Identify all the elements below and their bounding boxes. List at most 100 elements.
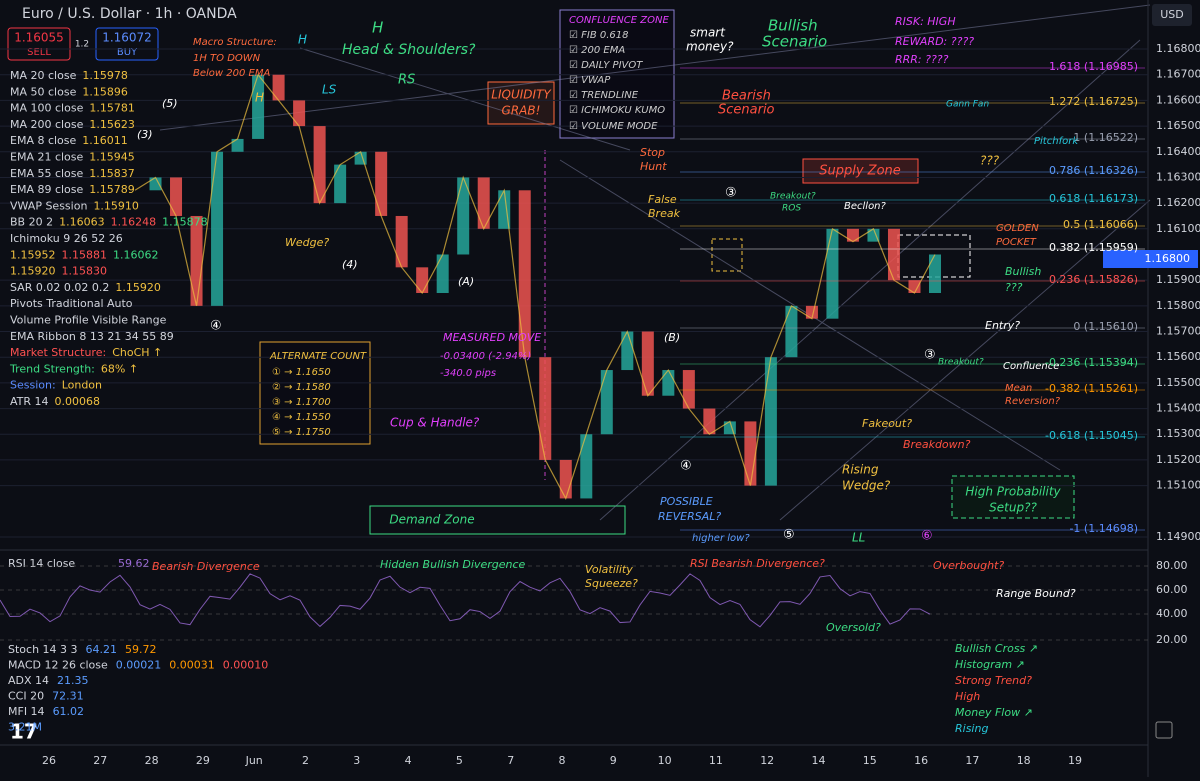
currency[interactable]: USD [1160,8,1184,21]
supply-zone-box [802,158,919,184]
annotation: (A) [458,275,474,288]
demand-zone-box [369,505,626,535]
tv-logo: 17 [10,720,38,744]
candle [764,357,777,486]
candle [887,228,900,281]
annotation: ☑ DAILY PIVOT [569,60,643,71]
rsi-note: RSI Bearish Divergence? [690,557,825,570]
annotation: LL [852,531,865,545]
fib-label: 1.618 (1.16985) [1049,60,1138,73]
annotation: Cup & Handle? [390,416,480,430]
oscillator-name: MACD 12 26 close [8,659,108,672]
annotation: ② → 1.1580 [272,382,331,393]
indicator-name: EMA 21 close [10,151,84,164]
annotation: LIQUIDITY [491,88,552,102]
indicator-name: Market Structure: [10,346,106,359]
annotation: Entry? [985,319,1020,332]
annotation: Scenario [718,103,775,118]
annotation: ③ [924,348,936,363]
oscillator-value: 0.00010 [223,659,269,672]
sell-price[interactable]: 1.16055 [14,31,64,45]
rsi-tick: 60.00 [1156,583,1188,596]
x-tick-label: 26 [42,754,56,767]
annotation: Scenario [762,33,827,51]
buy-button[interactable] [95,27,159,61]
annotation: RRR: ???? [895,53,949,66]
y-tick-label: 1.16600 [1156,93,1200,106]
settings-icon[interactable] [1155,721,1173,739]
indicator-value: 1.15830 [62,265,108,278]
liquidity-box [487,81,555,125]
candle [457,177,470,255]
rsi-note: Bearish Divergence [152,560,260,573]
fib-label: 0.786 (1.16326) [1049,164,1138,177]
candle [641,331,654,396]
setup-box [951,475,1075,519]
candle [436,254,449,294]
oscillator-value: 3.21M [8,721,42,734]
annotation: H [372,19,383,37]
oscillator-value: 61.02 [53,705,85,718]
annotation: money? [686,40,734,54]
candle [785,305,798,358]
oscillator-value: 64.21 [86,643,118,656]
currency-button[interactable] [1152,4,1192,26]
x-tick-label: 27 [93,754,107,767]
annotation: REWARD: ???? [895,35,974,48]
annotation: LS [322,83,337,97]
y-tick-label: 1.15200 [1156,453,1200,466]
sell-label[interactable]: SELL [27,47,51,58]
fib-label: -0.618 (1.15045) [1045,429,1138,442]
y-tick-label: 1.16200 [1156,196,1200,209]
indicator-name: EMA Ribbon 8 13 21 34 55 89 [10,330,174,343]
annotation: Macro Structure: [193,37,277,48]
buy-price[interactable]: 1.16072 [102,31,152,45]
annotation: Pitchfork [1034,136,1079,147]
annotation: Wedge? [842,479,891,493]
x-tick-label: 18 [1017,754,1031,767]
fib-label: 0.618 (1.16173) [1049,192,1138,205]
sell-button[interactable] [7,27,71,61]
indicator-value: 1.15920 [115,281,161,294]
annotation: Gann Fan [946,100,989,110]
fib-label: 0.236 (1.15826) [1049,273,1138,286]
y-tick-label: 1.15700 [1156,325,1200,338]
y-tick-label: 1.14900 [1156,530,1200,543]
indicator-value: 68% ↑ [101,362,138,375]
annotation: Wedge? [285,236,329,249]
annotation: Break [648,207,681,220]
annotation: ☑ VOLUME MODE [569,121,658,132]
annotation: REVERSAL? [658,510,721,523]
annotation: CONFLUENCE ZONE [569,15,669,26]
symbol: Euro / U.S. Dollar · 1h · OANDA [22,6,237,22]
candle [416,267,429,294]
close-line [134,73,936,500]
indicator-name: Pivots Traditional Auto [10,297,133,310]
annotation: ① → 1.1650 [272,367,331,378]
oscillator-value: 72.31 [52,690,84,703]
buy-label[interactable]: BUY [117,47,138,58]
indicator-value: ChoCH ↑ [112,346,162,359]
annotation: ☑ ICHIMOKU KUMO [569,105,665,116]
x-tick-label: 17 [965,754,979,767]
x-tick-label: 28 [145,754,159,767]
y-tick-label: 1.15800 [1156,299,1200,312]
rsi-note: Hidden Bullish Divergence [380,558,526,571]
x-tick-label: 12 [760,754,774,767]
x-tick-label: 15 [863,754,877,767]
indicator-value: 1.16011 [82,134,128,147]
candle [826,228,839,319]
oscillator-name: CCI 20 [8,690,44,703]
indicator-value: London [62,379,102,392]
rsi-note: Overbought? [933,559,1004,572]
annotation: Fakeout? [862,417,912,430]
indicator-value: 1.16063 [59,216,105,229]
candle [231,138,244,152]
candle [703,408,716,435]
annotation: ALTERNATE COUNT [269,351,367,362]
annotation: ④ [680,459,692,474]
candle [252,74,265,139]
candle [149,177,162,191]
y-tick-label: 1.15600 [1156,350,1200,363]
indicator-name: Session: [10,379,56,392]
